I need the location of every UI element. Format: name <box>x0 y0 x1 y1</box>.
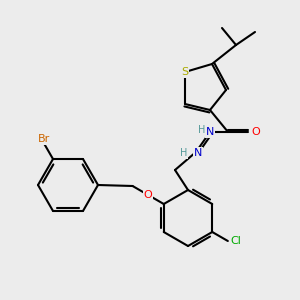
Text: N: N <box>206 127 214 137</box>
Text: Cl: Cl <box>230 236 241 246</box>
Text: Br: Br <box>38 134 50 144</box>
Text: H: H <box>198 125 206 135</box>
Text: N: N <box>194 148 202 158</box>
Text: O: O <box>252 127 260 137</box>
Text: S: S <box>182 67 189 77</box>
Text: O: O <box>144 190 152 200</box>
Text: H: H <box>180 148 188 158</box>
